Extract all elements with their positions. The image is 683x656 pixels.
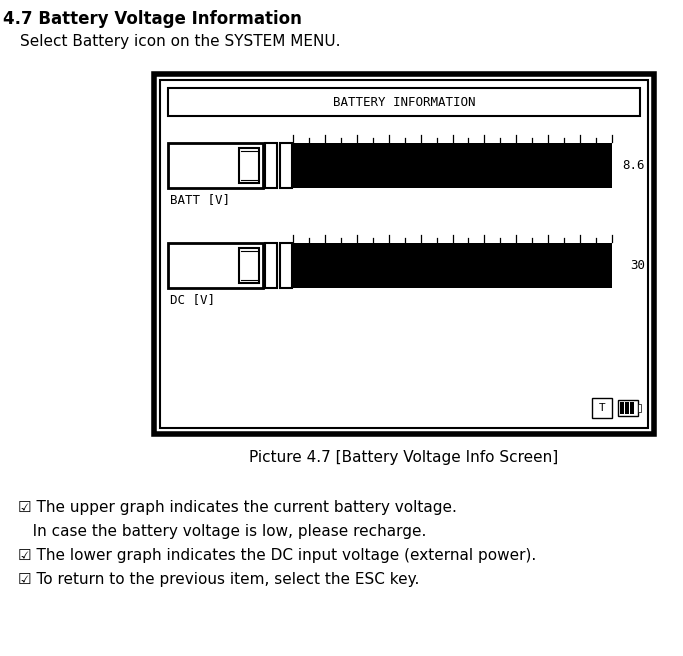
Text: 4.7 Battery Voltage Information: 4.7 Battery Voltage Information (3, 10, 302, 28)
Text: 30: 30 (630, 259, 645, 272)
Text: 8.6: 8.6 (622, 159, 645, 172)
Text: ☑ To return to the previous item, select the ESC key.: ☑ To return to the previous item, select… (18, 572, 419, 587)
Bar (618, 400, 638, 416)
Bar (280, 243, 292, 288)
Bar (168, 88, 640, 116)
Bar (620, 402, 624, 414)
Bar (168, 143, 263, 188)
Text: Picture 4.7 [Battery Voltage Info Screen]: Picture 4.7 [Battery Voltage Info Screen… (249, 450, 559, 465)
Text: Select Battery icon on the SYSTEM MENU.: Select Battery icon on the SYSTEM MENU. (20, 34, 341, 49)
Bar (293, 243, 612, 288)
Bar (280, 143, 292, 188)
Bar (592, 398, 612, 418)
Bar (265, 143, 277, 188)
Bar (638, 404, 641, 412)
Bar (154, 74, 654, 434)
Text: T: T (598, 403, 605, 413)
Bar (630, 402, 634, 414)
Text: DC [V]: DC [V] (170, 293, 215, 306)
Text: ☑ The upper graph indicates the current battery voltage.: ☑ The upper graph indicates the current … (18, 500, 457, 515)
Text: BATTERY INFORMATION: BATTERY INFORMATION (333, 96, 475, 108)
Bar (239, 148, 259, 183)
Bar (625, 402, 629, 414)
Text: BATT [V]: BATT [V] (170, 193, 230, 206)
Bar (160, 80, 648, 428)
Text: ☑ The lower graph indicates the DC input voltage (external power).: ☑ The lower graph indicates the DC input… (18, 548, 536, 563)
Bar (168, 243, 263, 288)
Bar (265, 243, 277, 288)
Text: In case the battery voltage is low, please recharge.: In case the battery voltage is low, plea… (18, 524, 426, 539)
Bar (293, 143, 612, 188)
Bar (239, 248, 259, 283)
